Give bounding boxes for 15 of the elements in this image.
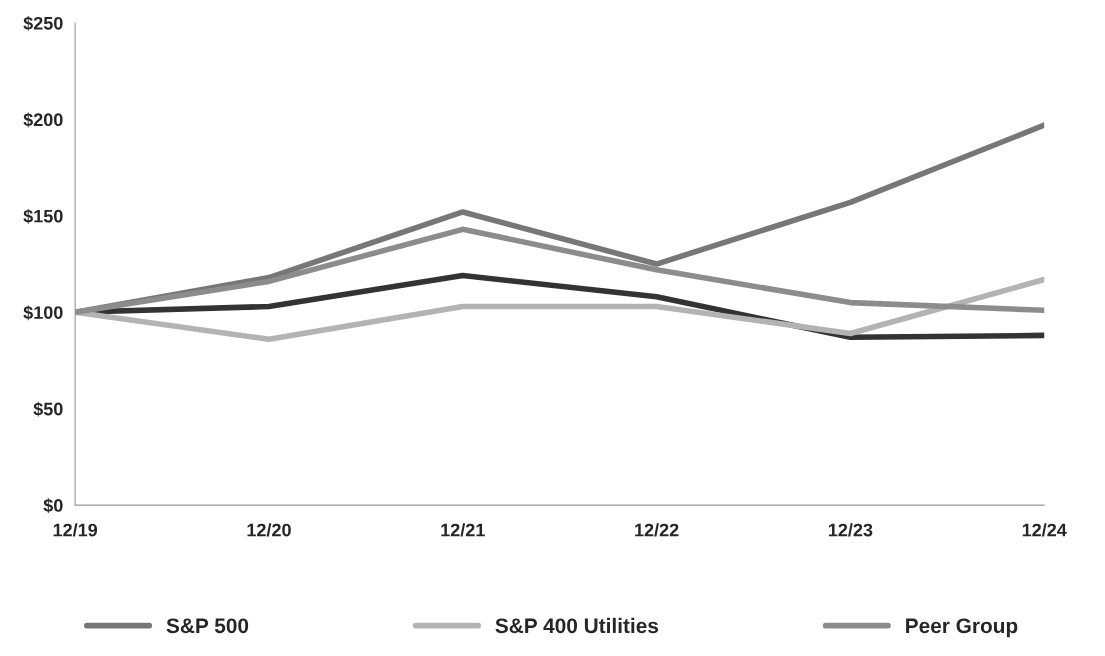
x-tick-label: 12/19 bbox=[53, 523, 98, 537]
legend-label: S&P 400 Utilities bbox=[495, 617, 659, 634]
legend-label: Peer Group bbox=[906, 618, 1018, 638]
y-tick-label: $50 bbox=[33, 401, 63, 417]
x-tick-label: 12/20 bbox=[247, 523, 291, 537]
x-tick-label: 12/22 bbox=[635, 523, 679, 537]
y-tick-label: $100 bbox=[23, 305, 63, 321]
legend-label: S&P 500 bbox=[166, 618, 249, 634]
x-tick-label: 12/21 bbox=[441, 523, 485, 537]
y-tick-label: $200 bbox=[23, 112, 63, 128]
y-tick-label: $150 bbox=[23, 208, 63, 224]
x-tick-label: 12/24 bbox=[1022, 523, 1067, 537]
x-tick-label: 12/23 bbox=[828, 523, 873, 537]
y-tick-label: $0 bbox=[43, 498, 63, 513]
y-tick-label: $250 bbox=[23, 16, 63, 31]
